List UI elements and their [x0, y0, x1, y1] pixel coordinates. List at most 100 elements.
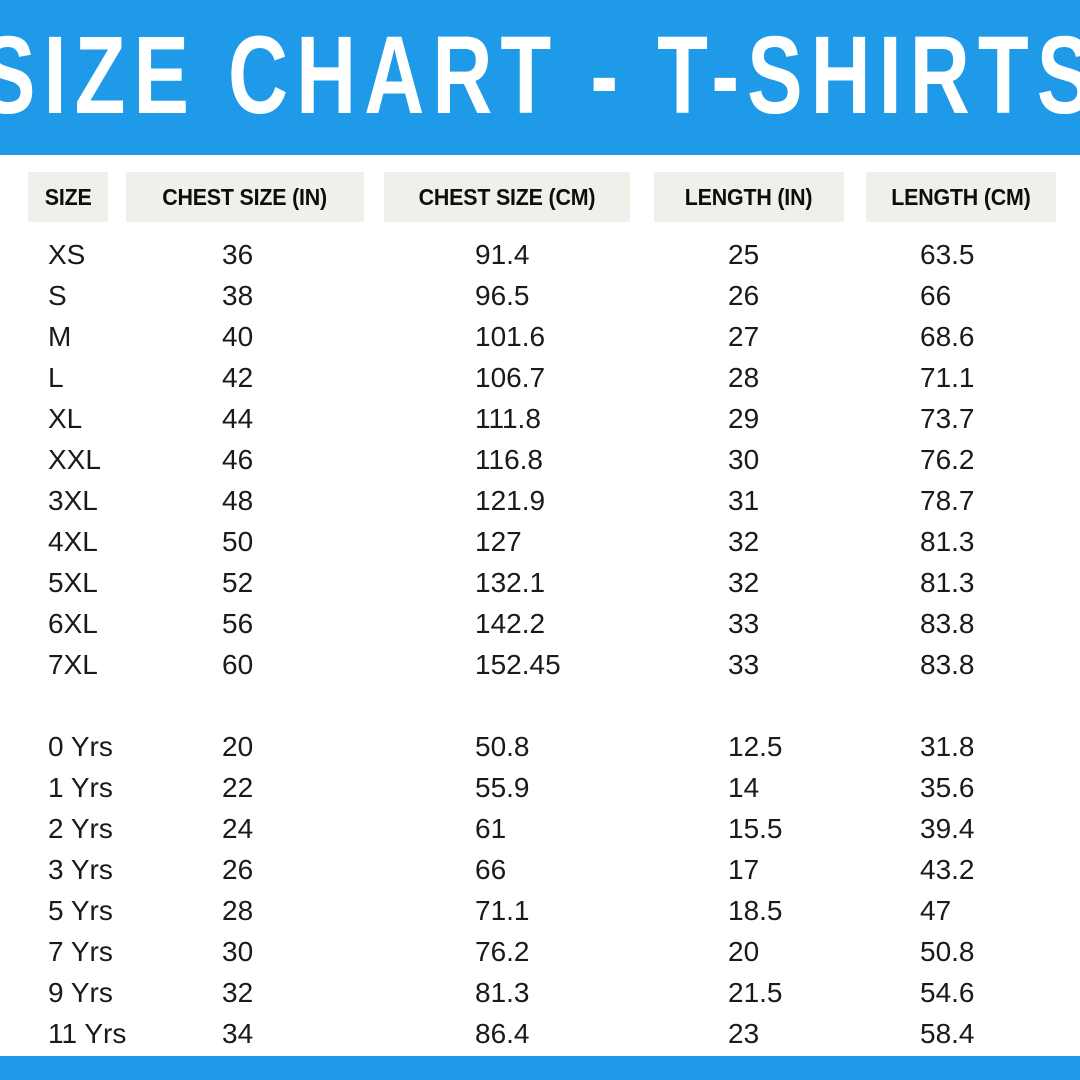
table-cell: 15.5: [728, 813, 783, 844]
table-row: 0 Yrs 20 50.8 12.5 31.8: [0, 726, 1080, 767]
table-row: 5XL 52 132.1 32 81.3: [0, 562, 1080, 603]
table-cell: 11 Yrs: [48, 1018, 127, 1049]
table-cell: 76.2: [920, 444, 975, 475]
table-row: 4XL 50 127 32 81.3: [0, 521, 1080, 562]
table-cell: 50.8: [920, 936, 975, 967]
table-row: M 40 101.6 27 68.6: [0, 316, 1080, 357]
table-cell: 29: [728, 403, 760, 434]
table-row: 7XL 60 152.45 33 83.8: [0, 644, 1080, 685]
table-cell: 33: [728, 608, 760, 639]
table-cell: 40: [222, 321, 254, 352]
table-cell: 21.5: [728, 977, 783, 1008]
table-row: 2 Yrs 24 61 15.5 39.4: [0, 808, 1080, 849]
table-cell: 23: [728, 1018, 760, 1049]
table-cell: XS: [48, 239, 86, 270]
table-cell: 78.7: [920, 485, 975, 516]
table-cell: 52: [222, 567, 254, 598]
table-cell: 61: [475, 813, 507, 844]
table-cell: 33: [728, 649, 760, 680]
table-row: 3XL 48 121.9 31 78.7: [0, 480, 1080, 521]
table-cell: 81.3: [920, 567, 975, 598]
table-cell: 54.6: [920, 977, 975, 1008]
table-row: 1 Yrs 22 55.9 14 35.6: [0, 767, 1080, 808]
table-cell: 3 Yrs: [48, 854, 113, 885]
table-cell: 44: [222, 403, 254, 434]
table-cell: 81.3: [475, 977, 530, 1008]
column-header-chest-cm-label: CHEST SIZE (CM): [418, 183, 596, 210]
table-cell: 66: [920, 280, 952, 311]
table-cell: 47: [920, 895, 952, 926]
table-cell: S: [48, 280, 67, 311]
table-cell: 142.2: [475, 608, 546, 639]
table-cell: 12.5: [728, 731, 783, 762]
table-cell: 6XL: [48, 608, 98, 639]
footer-bar: [0, 1056, 1080, 1080]
table-cell: 32: [728, 567, 760, 598]
table-cell: M: [48, 321, 72, 352]
table-cell: 55.9: [475, 772, 530, 803]
table-row: XL 44 111.8 29 73.7: [0, 398, 1080, 439]
table-cell: 2 Yrs: [48, 813, 113, 844]
table-row: L 42 106.7 28 71.1: [0, 357, 1080, 398]
table-cell: 0 Yrs: [48, 731, 113, 762]
table-cell: 28: [728, 362, 760, 393]
table-cell: 111.8: [475, 403, 541, 434]
table-cell: 38: [222, 280, 254, 311]
table-cell: 106.7: [475, 362, 546, 393]
table-cell: 14: [728, 772, 760, 803]
table-cell: 31: [728, 485, 760, 516]
table-row: 3 Yrs 26 66 17 43.2: [0, 849, 1080, 890]
column-header-length-cm-label: LENGTH (CM): [891, 183, 1031, 210]
table-cell: 46: [222, 444, 254, 475]
table-cell: 96.5: [475, 280, 530, 311]
table-cell: 3XL: [48, 485, 98, 516]
table-row: 9 Yrs 32 81.3 21.5 54.6: [0, 972, 1080, 1013]
table-cell: 76.2: [475, 936, 530, 967]
table-cell: 71.1: [475, 895, 530, 926]
table-cell: 71.1: [920, 362, 975, 393]
column-header-size: SIZE: [28, 172, 108, 222]
table-cell: 58.4: [920, 1018, 975, 1049]
table-cell: 25: [728, 239, 760, 270]
table-cell: 26: [222, 854, 254, 885]
table-cell: 20: [222, 731, 254, 762]
table-cell: 4XL: [48, 526, 98, 557]
table-row: 11 Yrs 34 86.4 23 58.4: [0, 1013, 1080, 1054]
table-cell: 30: [728, 444, 760, 475]
page-title: SIZE CHART - T-SHIRTS: [0, 13, 1080, 137]
table-cell: 83.8: [920, 649, 975, 680]
column-header-length-in: LENGTH (IN): [654, 172, 844, 222]
table-cell: 66: [475, 854, 507, 885]
table-row: 6XL 56 142.2 33 83.8: [0, 603, 1080, 644]
table-cell: 68.6: [920, 321, 975, 352]
table-cell: 20: [728, 936, 760, 967]
table-cell: 152.45: [475, 649, 561, 680]
table-body: XS 36 91.4 25 63.5 S 38 96.5 26 66 M 40 101.6 27 68.6 L…: [0, 234, 1080, 1054]
table-cell: 91.4: [475, 239, 530, 270]
table-cell: 22: [222, 772, 254, 803]
table-cell: 86.4: [475, 1018, 530, 1049]
table-cell: 9 Yrs: [48, 977, 113, 1008]
table-cell: 18.5: [728, 895, 783, 926]
table-cell: 116.8: [475, 444, 543, 475]
table-cell: 60: [222, 649, 254, 680]
table-cell: 56: [222, 608, 254, 639]
table-cell: 36: [222, 239, 254, 270]
table-cell: 5 Yrs: [48, 895, 113, 926]
table-cell: 73.7: [920, 403, 975, 434]
table-cell: 50: [222, 526, 254, 557]
table-cell: 34: [222, 1018, 254, 1049]
page-banner: SIZE CHART - T-SHIRTS: [0, 0, 1080, 155]
table-cell: 7 Yrs: [48, 936, 113, 967]
table-header-row: SIZE CHEST SIZE (IN) CHEST SIZE (CM) LEN…: [0, 172, 1080, 222]
table-cell: 27: [728, 321, 760, 352]
table-cell: 83.8: [920, 608, 975, 639]
column-header-chest-cm: CHEST SIZE (CM): [384, 172, 630, 222]
table-cell: L: [48, 362, 64, 393]
table-cell: 32: [728, 526, 760, 557]
column-header-chest-in-label: CHEST SIZE (IN): [162, 183, 328, 210]
table-cell: 81.3: [920, 526, 975, 557]
table-row: XXL 46 116.8 30 76.2: [0, 439, 1080, 480]
table-cell: 5XL: [48, 567, 98, 598]
